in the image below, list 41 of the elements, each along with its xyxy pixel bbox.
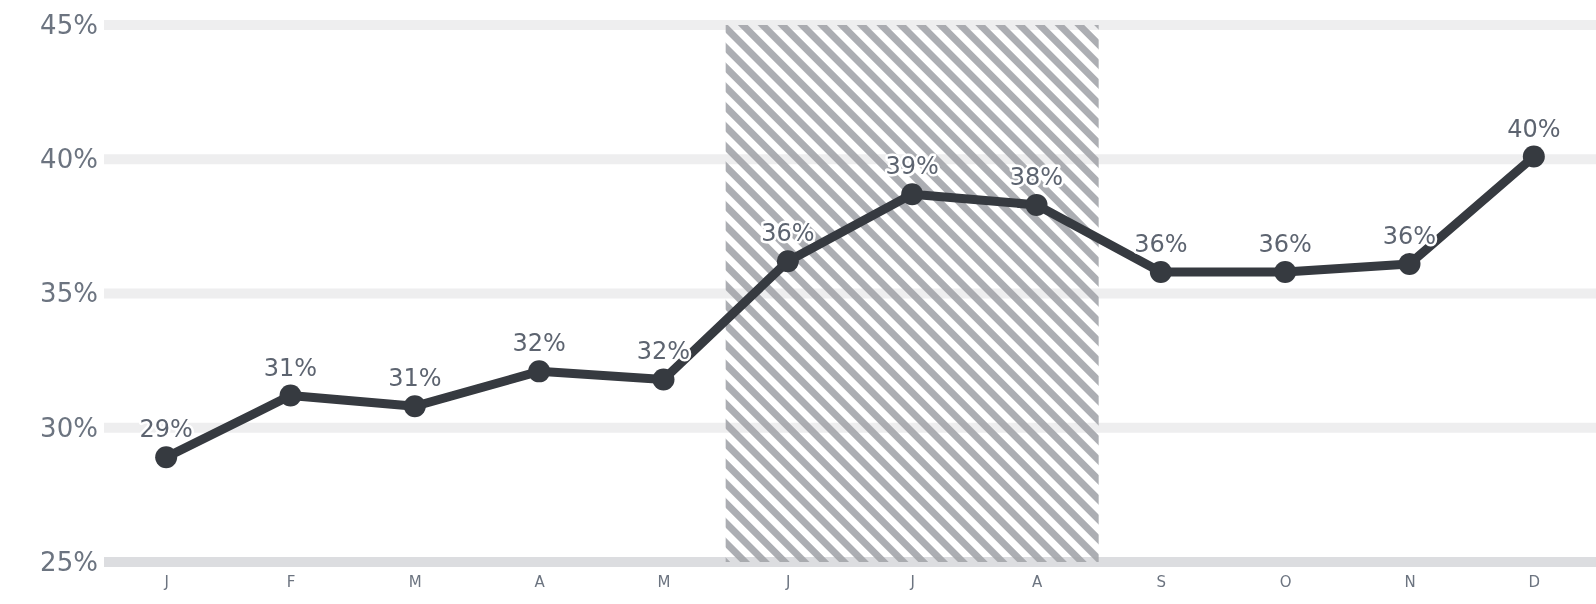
point bbox=[279, 384, 302, 407]
point bbox=[528, 360, 551, 383]
point bbox=[1149, 261, 1172, 283]
x-tick-label: O bbox=[1279, 572, 1292, 591]
point bbox=[403, 395, 426, 418]
x-tick-label: M bbox=[657, 572, 671, 591]
point bbox=[1274, 261, 1297, 283]
data-label: 36% bbox=[1258, 230, 1312, 259]
x-tick-label: N bbox=[1404, 572, 1416, 591]
x-tick-label: M bbox=[408, 572, 422, 591]
x-tick-label: J bbox=[785, 572, 791, 591]
point bbox=[776, 250, 799, 273]
point bbox=[901, 183, 924, 206]
x-tick-label: J bbox=[163, 572, 169, 591]
y-tick-label: 30% bbox=[40, 412, 98, 443]
x-tick-label: A bbox=[534, 572, 546, 591]
data-label: 39% bbox=[885, 152, 939, 181]
data-label: 36% bbox=[1382, 221, 1437, 250]
x-tick-label: S bbox=[1156, 572, 1167, 591]
y-tick-label: 25% bbox=[40, 546, 98, 577]
point bbox=[155, 446, 178, 469]
x-tick-label: A bbox=[1031, 572, 1043, 591]
data-label: 36% bbox=[761, 219, 815, 248]
data-label: 36% bbox=[1134, 230, 1188, 259]
y-tick-label: 40% bbox=[40, 144, 98, 175]
data-label: 32% bbox=[636, 337, 691, 366]
data-label: 31% bbox=[388, 364, 442, 393]
x-tick-label: F bbox=[286, 572, 296, 591]
point bbox=[1398, 252, 1421, 275]
point bbox=[652, 368, 675, 391]
y-tick-label: 35% bbox=[40, 278, 98, 309]
data-label: 32% bbox=[512, 329, 566, 358]
point bbox=[1025, 193, 1048, 216]
y-tick-label: 45% bbox=[40, 9, 98, 40]
x-tick-label: J bbox=[909, 572, 915, 591]
data-label: 40% bbox=[1507, 114, 1561, 143]
data-label: 29% bbox=[139, 415, 193, 444]
data-label: 38% bbox=[1009, 162, 1064, 191]
x-tick-label: D bbox=[1528, 572, 1541, 591]
point bbox=[1522, 145, 1545, 168]
data-label: 31% bbox=[263, 353, 318, 382]
